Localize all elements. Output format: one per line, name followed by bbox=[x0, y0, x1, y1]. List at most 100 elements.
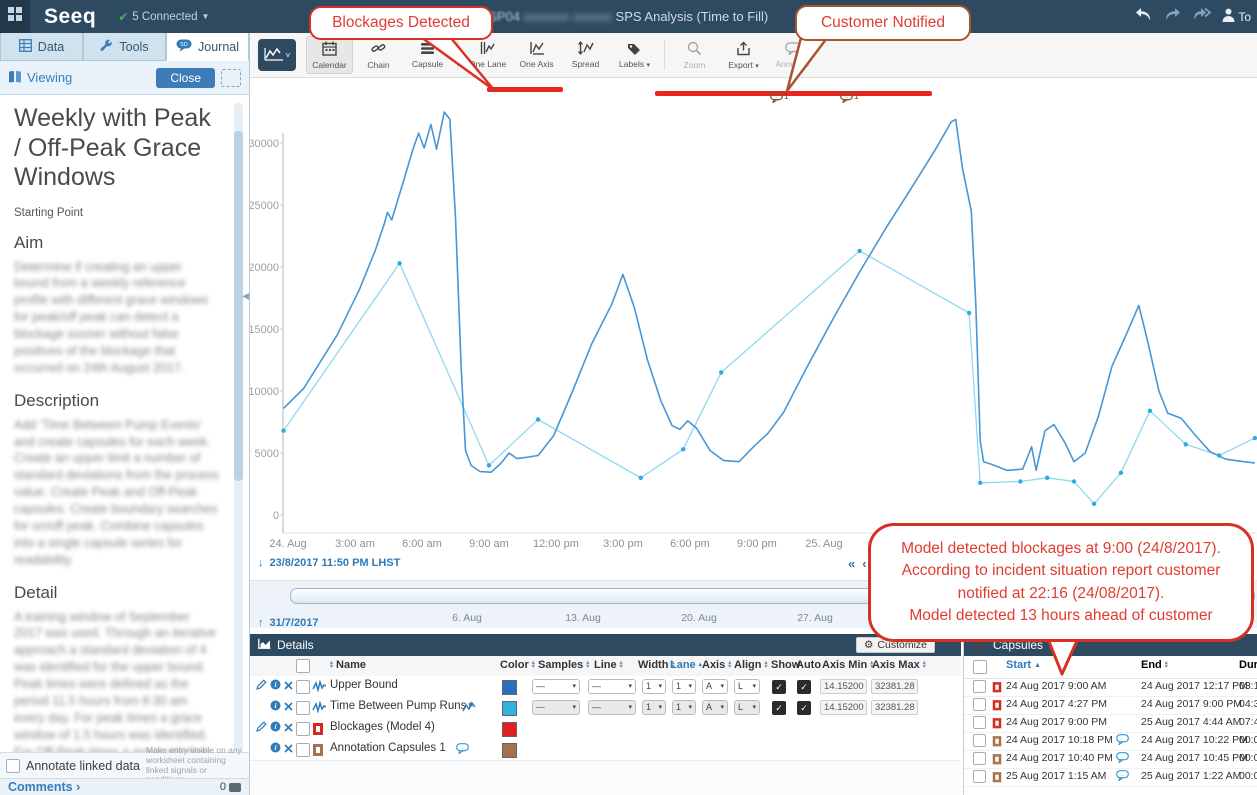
details-select-all-checkbox[interactable] bbox=[296, 659, 310, 673]
auto-checkbox[interactable]: ✓ bbox=[797, 701, 811, 715]
journal-scrollbar[interactable] bbox=[234, 103, 243, 758]
col-start[interactable]: Start ▲ bbox=[1006, 659, 1041, 671]
details-row-3[interactable]: i Blockages (Model 4) bbox=[250, 718, 961, 740]
details-col-name[interactable]: ▴ ▾ Name bbox=[330, 659, 366, 671]
samples-select[interactable]: — ▾ bbox=[532, 678, 580, 694]
col-end[interactable]: End ▴ ▾ bbox=[1141, 659, 1168, 671]
capsule-row-3[interactable]: 24 Aug 2017 9:00 PM 25 Aug 2017 4:44 AM 07… bbox=[964, 714, 1257, 733]
line-select[interactable]: — ▾ bbox=[588, 678, 636, 694]
info-icon[interactable]: i bbox=[270, 679, 281, 693]
axis-max-input[interactable]: 32381.28 bbox=[871, 699, 918, 715]
capsule-row-5[interactable]: 24 Aug 2017 10:40 PM... 24 Aug 2017 10:45… bbox=[964, 750, 1257, 769]
step-back-fast-icon[interactable]: « bbox=[848, 556, 856, 571]
redo-icon[interactable] bbox=[1163, 7, 1182, 27]
show-checkbox[interactable]: ✓ bbox=[772, 680, 786, 694]
details-col-align[interactable]: Align ▴ ▾ bbox=[734, 659, 768, 671]
app-grid-icon[interactable] bbox=[0, 0, 30, 33]
annotation-flag-icon[interactable]: ... bbox=[840, 92, 853, 105]
width-select[interactable]: 1 ▾ bbox=[642, 678, 666, 694]
auto-checkbox[interactable]: ✓ bbox=[797, 680, 811, 694]
details-row-1[interactable]: i Upper Bound — ▾ — ▾ 1 ▾ 1 ▾ A ▾ L ▾ ✓ ✓ 14.15200 32381.… bbox=[250, 676, 961, 698]
tab-journal[interactable]: SD Journal bbox=[166, 33, 249, 61]
align-select[interactable]: L ▾ bbox=[734, 699, 760, 715]
toolbar-button-spread[interactable]: Spread bbox=[562, 36, 609, 74]
width-select[interactable]: 1 ▾ bbox=[642, 699, 666, 715]
details-col-width[interactable]: Width ▴ ▾ bbox=[638, 659, 675, 671]
capsule-checkbox[interactable] bbox=[973, 752, 986, 765]
color-swatch[interactable] bbox=[502, 701, 517, 716]
step-back-icon[interactable]: ‹ bbox=[862, 556, 867, 571]
scrollbar-thumb[interactable] bbox=[234, 131, 243, 481]
toolbar-button-capsule[interactable]: Capsule bbox=[404, 36, 451, 74]
axis-select[interactable]: A ▾ bbox=[702, 678, 728, 694]
edit-icon[interactable] bbox=[256, 679, 267, 693]
details-col-show[interactable]: Show bbox=[771, 659, 801, 671]
samples-select[interactable]: --- ▾ bbox=[532, 699, 580, 715]
undo-icon[interactable] bbox=[1134, 7, 1153, 27]
details-col-axis[interactable]: Axis ▴ ▾ bbox=[702, 659, 732, 671]
axis-min-input[interactable]: 14.15200 bbox=[820, 678, 867, 694]
axis-max-input[interactable]: 32381.28 bbox=[871, 678, 918, 694]
capsule-row-1[interactable]: 24 Aug 2017 9:00 AM 24 Aug 2017 12:17 PM 0… bbox=[964, 678, 1257, 697]
capsule-row-6[interactable]: 25 Aug 2017 1:15 AM... 25 Aug 2017 1:22 A… bbox=[964, 768, 1257, 787]
toolbar-button-one-lane[interactable]: One Lane bbox=[464, 36, 511, 74]
details-col-axis_min[interactable]: Axis Min ▴ ▾ bbox=[822, 659, 874, 671]
capsule-checkbox[interactable] bbox=[973, 734, 986, 747]
capsule-annotation-icon[interactable]: ... bbox=[1116, 770, 1129, 784]
annotation-flag-icon[interactable]: ... bbox=[770, 92, 783, 105]
close-button[interactable]: Close bbox=[156, 67, 215, 88]
axis-select[interactable]: A ▾ bbox=[702, 699, 728, 715]
panel-divider[interactable] bbox=[249, 33, 250, 795]
details-col-color[interactable]: Color ▴ ▾ bbox=[500, 659, 535, 671]
remove-icon[interactable] bbox=[284, 681, 293, 693]
toolbar-button-export[interactable]: Export ▾ bbox=[720, 36, 767, 74]
remove-icon[interactable] bbox=[284, 744, 293, 756]
connection-status[interactable]: ✔ 5 Connected ▼ bbox=[118, 10, 209, 24]
display-range-start[interactable]: ↓ 23/8/2017 11:50 PM LHST bbox=[258, 557, 400, 569]
details-col-axis_max[interactable]: Axis Max ▴ ▾ bbox=[872, 659, 926, 671]
details-col-lane[interactable]: Lane ▴ bbox=[670, 659, 702, 671]
capsule-checkbox[interactable] bbox=[973, 770, 986, 783]
line-select[interactable]: — ▾ bbox=[588, 699, 636, 715]
row-checkbox[interactable] bbox=[296, 701, 310, 715]
capsule-checkbox[interactable] bbox=[973, 698, 986, 711]
show-checkbox[interactable]: ✓ bbox=[772, 701, 786, 715]
details-row-2[interactable]: i Time Between Pump Runs --- ▾ — ▾ 1 ▾ 1 ▾ A ▾ L ▾ ✓ ✓ 1… bbox=[250, 697, 961, 719]
row-checkbox[interactable] bbox=[296, 680, 310, 694]
capsule-annotation-icon[interactable]: ... bbox=[1116, 734, 1129, 748]
tab-tools[interactable]: Tools bbox=[83, 33, 166, 61]
toolbar-button-one-axis[interactable]: One Axis bbox=[513, 36, 560, 74]
lane-select[interactable]: 1 ▾ bbox=[672, 678, 696, 694]
remove-icon[interactable] bbox=[284, 723, 293, 735]
capsule-checkbox[interactable] bbox=[973, 680, 986, 693]
toolbar-button-chain[interactable]: Chain bbox=[355, 36, 402, 74]
axis-min-input[interactable]: 14.15200 bbox=[820, 699, 867, 715]
select-all-checkbox[interactable] bbox=[973, 660, 987, 674]
color-swatch[interactable] bbox=[502, 680, 517, 695]
annotate-linked-checkbox[interactable] bbox=[6, 758, 20, 773]
align-select[interactable]: L ▾ bbox=[734, 678, 760, 694]
popout-icon[interactable] bbox=[221, 68, 241, 87]
user-menu[interactable]: To bbox=[1222, 8, 1251, 25]
redo-all-icon[interactable] bbox=[1192, 7, 1212, 27]
info-icon[interactable]: i bbox=[270, 742, 281, 756]
lane-select[interactable]: 1 ▾ bbox=[672, 699, 696, 715]
edit-icon[interactable] bbox=[256, 721, 267, 735]
color-swatch[interactable] bbox=[502, 722, 517, 737]
capsule-annotation-icon[interactable]: ... bbox=[1116, 752, 1129, 766]
row-checkbox[interactable] bbox=[296, 722, 310, 736]
comments-bar[interactable]: Comments › 0 bbox=[0, 778, 249, 795]
row-checkbox[interactable] bbox=[296, 743, 310, 757]
details-col-samples[interactable]: Samples ▴ ▾ bbox=[538, 659, 590, 671]
chart-type-button[interactable]: ˅ bbox=[258, 39, 296, 71]
col-duration[interactable]: Durat bbox=[1239, 659, 1257, 671]
capsule-row-2[interactable]: 24 Aug 2017 4:27 PM 24 Aug 2017 9:00 PM 04… bbox=[964, 696, 1257, 715]
capsule-checkbox[interactable] bbox=[973, 716, 986, 729]
panel-collapse-icon[interactable]: ◀ bbox=[242, 291, 250, 302]
trend-chart[interactable]: 0 5000 10000 15000 20000 25000 30000 bbox=[250, 78, 1257, 538]
toolbar-button-labels[interactable]: Labels ▾ bbox=[611, 36, 658, 74]
remove-icon[interactable] bbox=[284, 702, 293, 714]
tab-data[interactable]: Data bbox=[0, 33, 83, 61]
color-swatch[interactable] bbox=[502, 743, 517, 758]
details-col-auto[interactable]: Auto bbox=[796, 659, 822, 671]
